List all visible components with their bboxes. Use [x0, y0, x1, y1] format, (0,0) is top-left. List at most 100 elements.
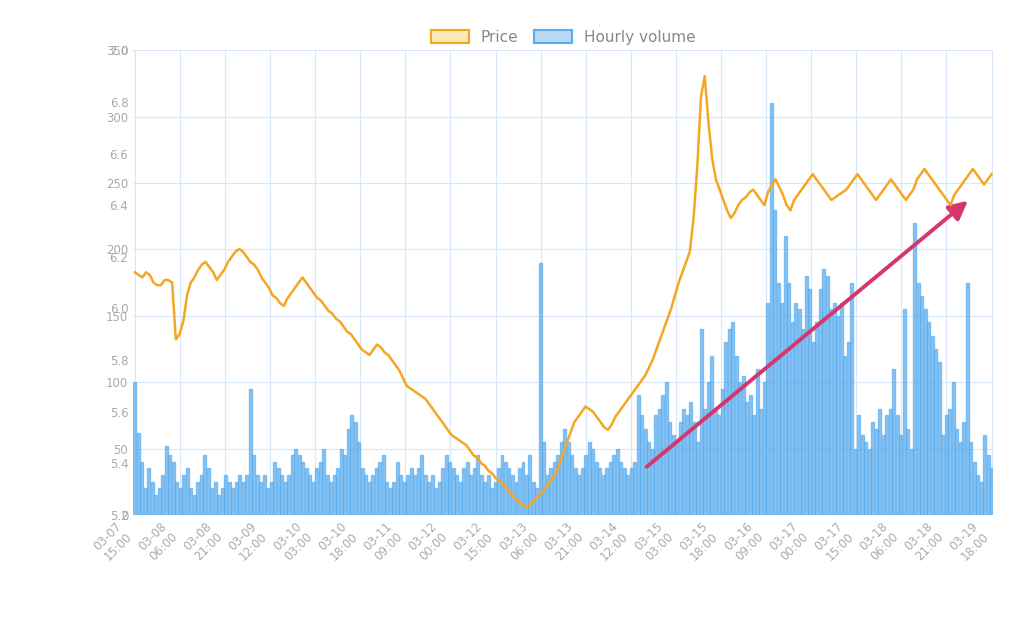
Bar — [532, 482, 535, 515]
Bar — [763, 382, 766, 515]
Bar — [494, 482, 497, 515]
Bar — [389, 489, 391, 515]
Bar — [958, 442, 962, 515]
Bar — [140, 462, 143, 515]
Bar — [168, 455, 171, 515]
Bar — [581, 468, 584, 515]
Bar — [983, 435, 986, 515]
Bar — [193, 495, 196, 515]
Bar — [452, 468, 455, 515]
Bar — [840, 303, 843, 515]
Bar — [759, 409, 762, 515]
Bar — [563, 429, 566, 515]
Bar — [318, 462, 322, 515]
Bar — [472, 468, 475, 515]
Bar — [567, 442, 570, 515]
Bar — [644, 429, 647, 515]
Bar — [431, 475, 433, 515]
Bar — [602, 475, 605, 515]
Bar — [605, 468, 608, 515]
Bar — [657, 409, 660, 515]
Bar — [864, 442, 867, 515]
Bar — [231, 489, 234, 515]
Bar — [444, 455, 447, 515]
Bar — [249, 389, 252, 515]
Bar — [741, 376, 744, 515]
Bar — [175, 482, 178, 515]
Bar — [165, 446, 168, 515]
Bar — [420, 455, 423, 515]
Bar — [896, 415, 899, 515]
Bar — [676, 442, 678, 515]
Bar — [783, 236, 786, 515]
Bar — [518, 468, 521, 515]
Bar — [459, 482, 462, 515]
Bar — [812, 342, 815, 515]
Bar — [833, 303, 836, 515]
Bar — [462, 468, 465, 515]
Bar — [392, 482, 395, 515]
Bar — [801, 329, 804, 515]
Bar — [323, 448, 326, 515]
Bar — [595, 462, 598, 515]
Bar — [185, 468, 188, 515]
Bar — [570, 455, 573, 515]
Bar — [609, 462, 612, 515]
Bar — [969, 442, 972, 515]
Bar — [276, 468, 280, 515]
Bar — [693, 422, 696, 515]
Bar — [843, 355, 846, 515]
Bar — [871, 422, 874, 515]
Bar — [263, 475, 266, 515]
Bar — [662, 396, 665, 515]
Bar — [469, 475, 472, 515]
Bar — [921, 296, 923, 515]
Bar — [360, 468, 364, 515]
Bar — [787, 283, 791, 515]
Bar — [301, 462, 304, 515]
Bar — [927, 322, 930, 515]
Bar — [287, 475, 290, 515]
Bar — [385, 482, 388, 515]
Bar — [497, 468, 500, 515]
Bar — [847, 342, 850, 515]
Bar — [735, 355, 737, 515]
Bar — [137, 433, 140, 515]
Bar — [546, 475, 549, 515]
Bar — [158, 489, 161, 515]
Bar — [703, 409, 707, 515]
Bar — [162, 475, 164, 515]
Bar — [504, 462, 507, 515]
Bar — [795, 303, 798, 515]
Bar — [382, 455, 385, 515]
Bar — [672, 435, 675, 515]
Bar — [182, 475, 185, 515]
Bar — [620, 462, 623, 515]
Bar — [854, 448, 857, 515]
Bar — [623, 468, 626, 515]
Bar — [651, 448, 654, 515]
Bar — [916, 283, 920, 515]
Bar — [483, 482, 486, 515]
Bar — [556, 455, 559, 515]
Bar — [326, 475, 329, 515]
Bar — [155, 495, 158, 515]
Bar — [986, 455, 989, 515]
Bar — [350, 415, 353, 515]
Bar — [573, 468, 577, 515]
Bar — [407, 475, 410, 515]
Bar — [728, 329, 731, 515]
Bar — [753, 415, 756, 515]
Bar — [246, 475, 248, 515]
Bar — [931, 336, 934, 515]
Bar — [259, 482, 262, 515]
Bar — [699, 329, 702, 515]
Bar — [298, 455, 301, 515]
Bar — [766, 303, 769, 515]
Bar — [536, 489, 539, 515]
Bar — [773, 210, 776, 515]
Bar — [588, 442, 591, 515]
Bar — [738, 382, 741, 515]
Bar — [371, 475, 374, 515]
Bar — [365, 475, 368, 515]
